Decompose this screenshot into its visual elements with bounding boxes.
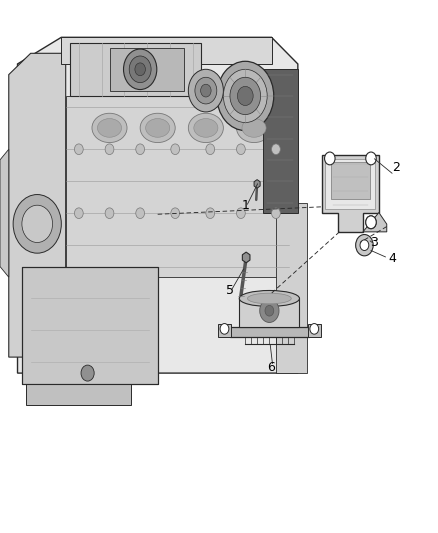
Circle shape xyxy=(136,208,145,219)
Circle shape xyxy=(22,205,53,243)
Circle shape xyxy=(74,208,83,219)
Circle shape xyxy=(265,305,274,316)
Polygon shape xyxy=(239,298,300,327)
Polygon shape xyxy=(18,37,298,373)
Circle shape xyxy=(366,216,376,229)
Polygon shape xyxy=(9,53,66,357)
Polygon shape xyxy=(0,149,9,277)
Circle shape xyxy=(135,63,145,76)
Circle shape xyxy=(201,84,211,97)
Polygon shape xyxy=(26,384,131,405)
Polygon shape xyxy=(363,213,387,232)
Text: 2: 2 xyxy=(392,161,400,174)
Circle shape xyxy=(188,69,223,112)
Circle shape xyxy=(105,208,114,219)
Polygon shape xyxy=(322,155,379,232)
Circle shape xyxy=(356,235,373,256)
Polygon shape xyxy=(331,162,370,199)
Circle shape xyxy=(217,61,274,131)
Circle shape xyxy=(129,56,151,83)
Circle shape xyxy=(366,152,376,165)
Circle shape xyxy=(136,144,145,155)
Polygon shape xyxy=(218,324,231,337)
Circle shape xyxy=(310,324,318,334)
Text: 3: 3 xyxy=(371,236,378,249)
Circle shape xyxy=(206,144,215,155)
Polygon shape xyxy=(307,324,321,337)
Circle shape xyxy=(206,208,215,219)
Ellipse shape xyxy=(239,290,300,306)
Polygon shape xyxy=(70,43,201,96)
Ellipse shape xyxy=(97,119,121,137)
Polygon shape xyxy=(254,180,260,188)
Polygon shape xyxy=(263,69,298,213)
Circle shape xyxy=(223,69,267,123)
Polygon shape xyxy=(230,327,309,337)
Ellipse shape xyxy=(194,119,218,137)
Ellipse shape xyxy=(242,119,266,137)
Circle shape xyxy=(13,195,61,253)
Polygon shape xyxy=(325,159,375,209)
Ellipse shape xyxy=(145,119,170,137)
Polygon shape xyxy=(110,48,184,91)
Circle shape xyxy=(272,208,280,219)
Polygon shape xyxy=(276,203,307,373)
Circle shape xyxy=(74,144,83,155)
Circle shape xyxy=(171,144,180,155)
Ellipse shape xyxy=(237,114,272,143)
Text: 1: 1 xyxy=(241,199,249,212)
Circle shape xyxy=(237,208,245,219)
Text: 4: 4 xyxy=(388,252,396,265)
Circle shape xyxy=(272,144,280,155)
Ellipse shape xyxy=(188,114,223,143)
Circle shape xyxy=(325,152,335,165)
Circle shape xyxy=(195,77,217,104)
Circle shape xyxy=(237,86,253,106)
Circle shape xyxy=(366,216,376,229)
Text: 6: 6 xyxy=(268,361,276,374)
Ellipse shape xyxy=(92,114,127,143)
Circle shape xyxy=(237,144,245,155)
Circle shape xyxy=(260,299,279,322)
Circle shape xyxy=(171,208,180,219)
Circle shape xyxy=(81,365,94,381)
Polygon shape xyxy=(61,37,272,64)
Ellipse shape xyxy=(140,114,175,143)
Circle shape xyxy=(360,240,369,251)
Ellipse shape xyxy=(247,293,291,304)
Circle shape xyxy=(220,324,229,334)
Circle shape xyxy=(124,49,157,90)
Circle shape xyxy=(105,144,114,155)
Polygon shape xyxy=(22,266,158,384)
Text: 5: 5 xyxy=(226,284,234,297)
Polygon shape xyxy=(66,96,289,277)
Circle shape xyxy=(230,77,261,115)
Polygon shape xyxy=(242,252,250,263)
